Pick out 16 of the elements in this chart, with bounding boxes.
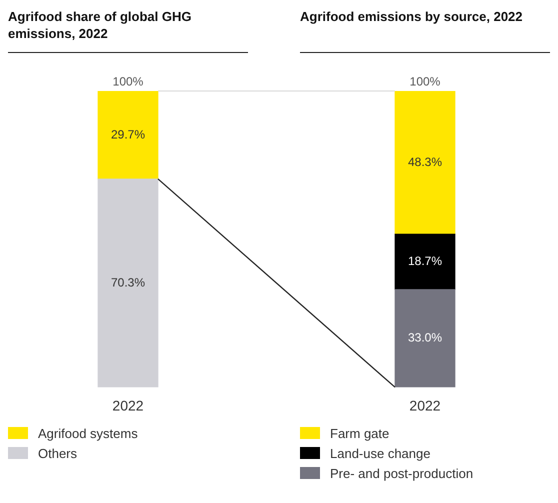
data-label: 29.7% xyxy=(110,127,146,142)
total-label: 100% xyxy=(410,74,441,88)
x-tick-label: 2022 xyxy=(409,397,441,414)
legend-label: Pre- and post-production xyxy=(330,466,474,481)
total-label: 100% xyxy=(112,74,144,88)
data-label: 18.7% xyxy=(408,254,442,268)
legend-label: Land-use change xyxy=(330,446,430,461)
data-label: 33.0% xyxy=(408,330,442,345)
chart-title: Agrifood share of global GHG emissions, 2022 xyxy=(8,8,248,53)
legend-label: Farm gate xyxy=(330,426,390,441)
data-label: 70.3% xyxy=(110,275,146,290)
legend-label: Others xyxy=(38,446,78,461)
legend-label: Agrifood systems xyxy=(38,426,138,441)
chart-title: Agrifood emissions by source, 2022 xyxy=(300,8,550,53)
data-label: 48.3% xyxy=(408,154,442,169)
x-tick-label: 2022 xyxy=(112,397,144,414)
